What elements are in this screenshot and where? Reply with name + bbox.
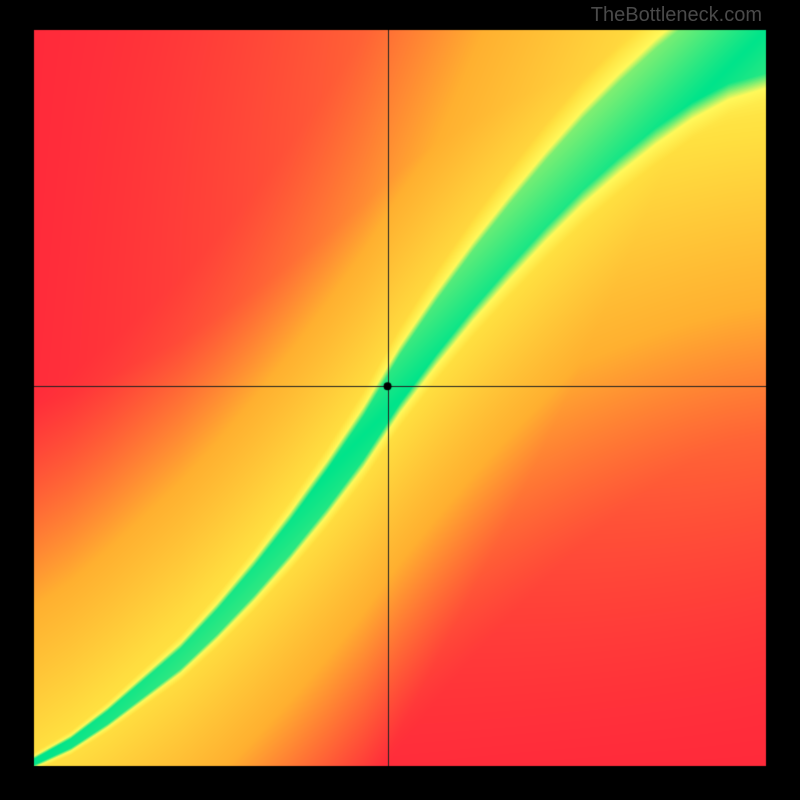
root-stage: TheBottleneck.com: [0, 0, 800, 800]
watermark-text: TheBottleneck.com: [591, 4, 762, 27]
heatmap-canvas: [0, 0, 800, 800]
